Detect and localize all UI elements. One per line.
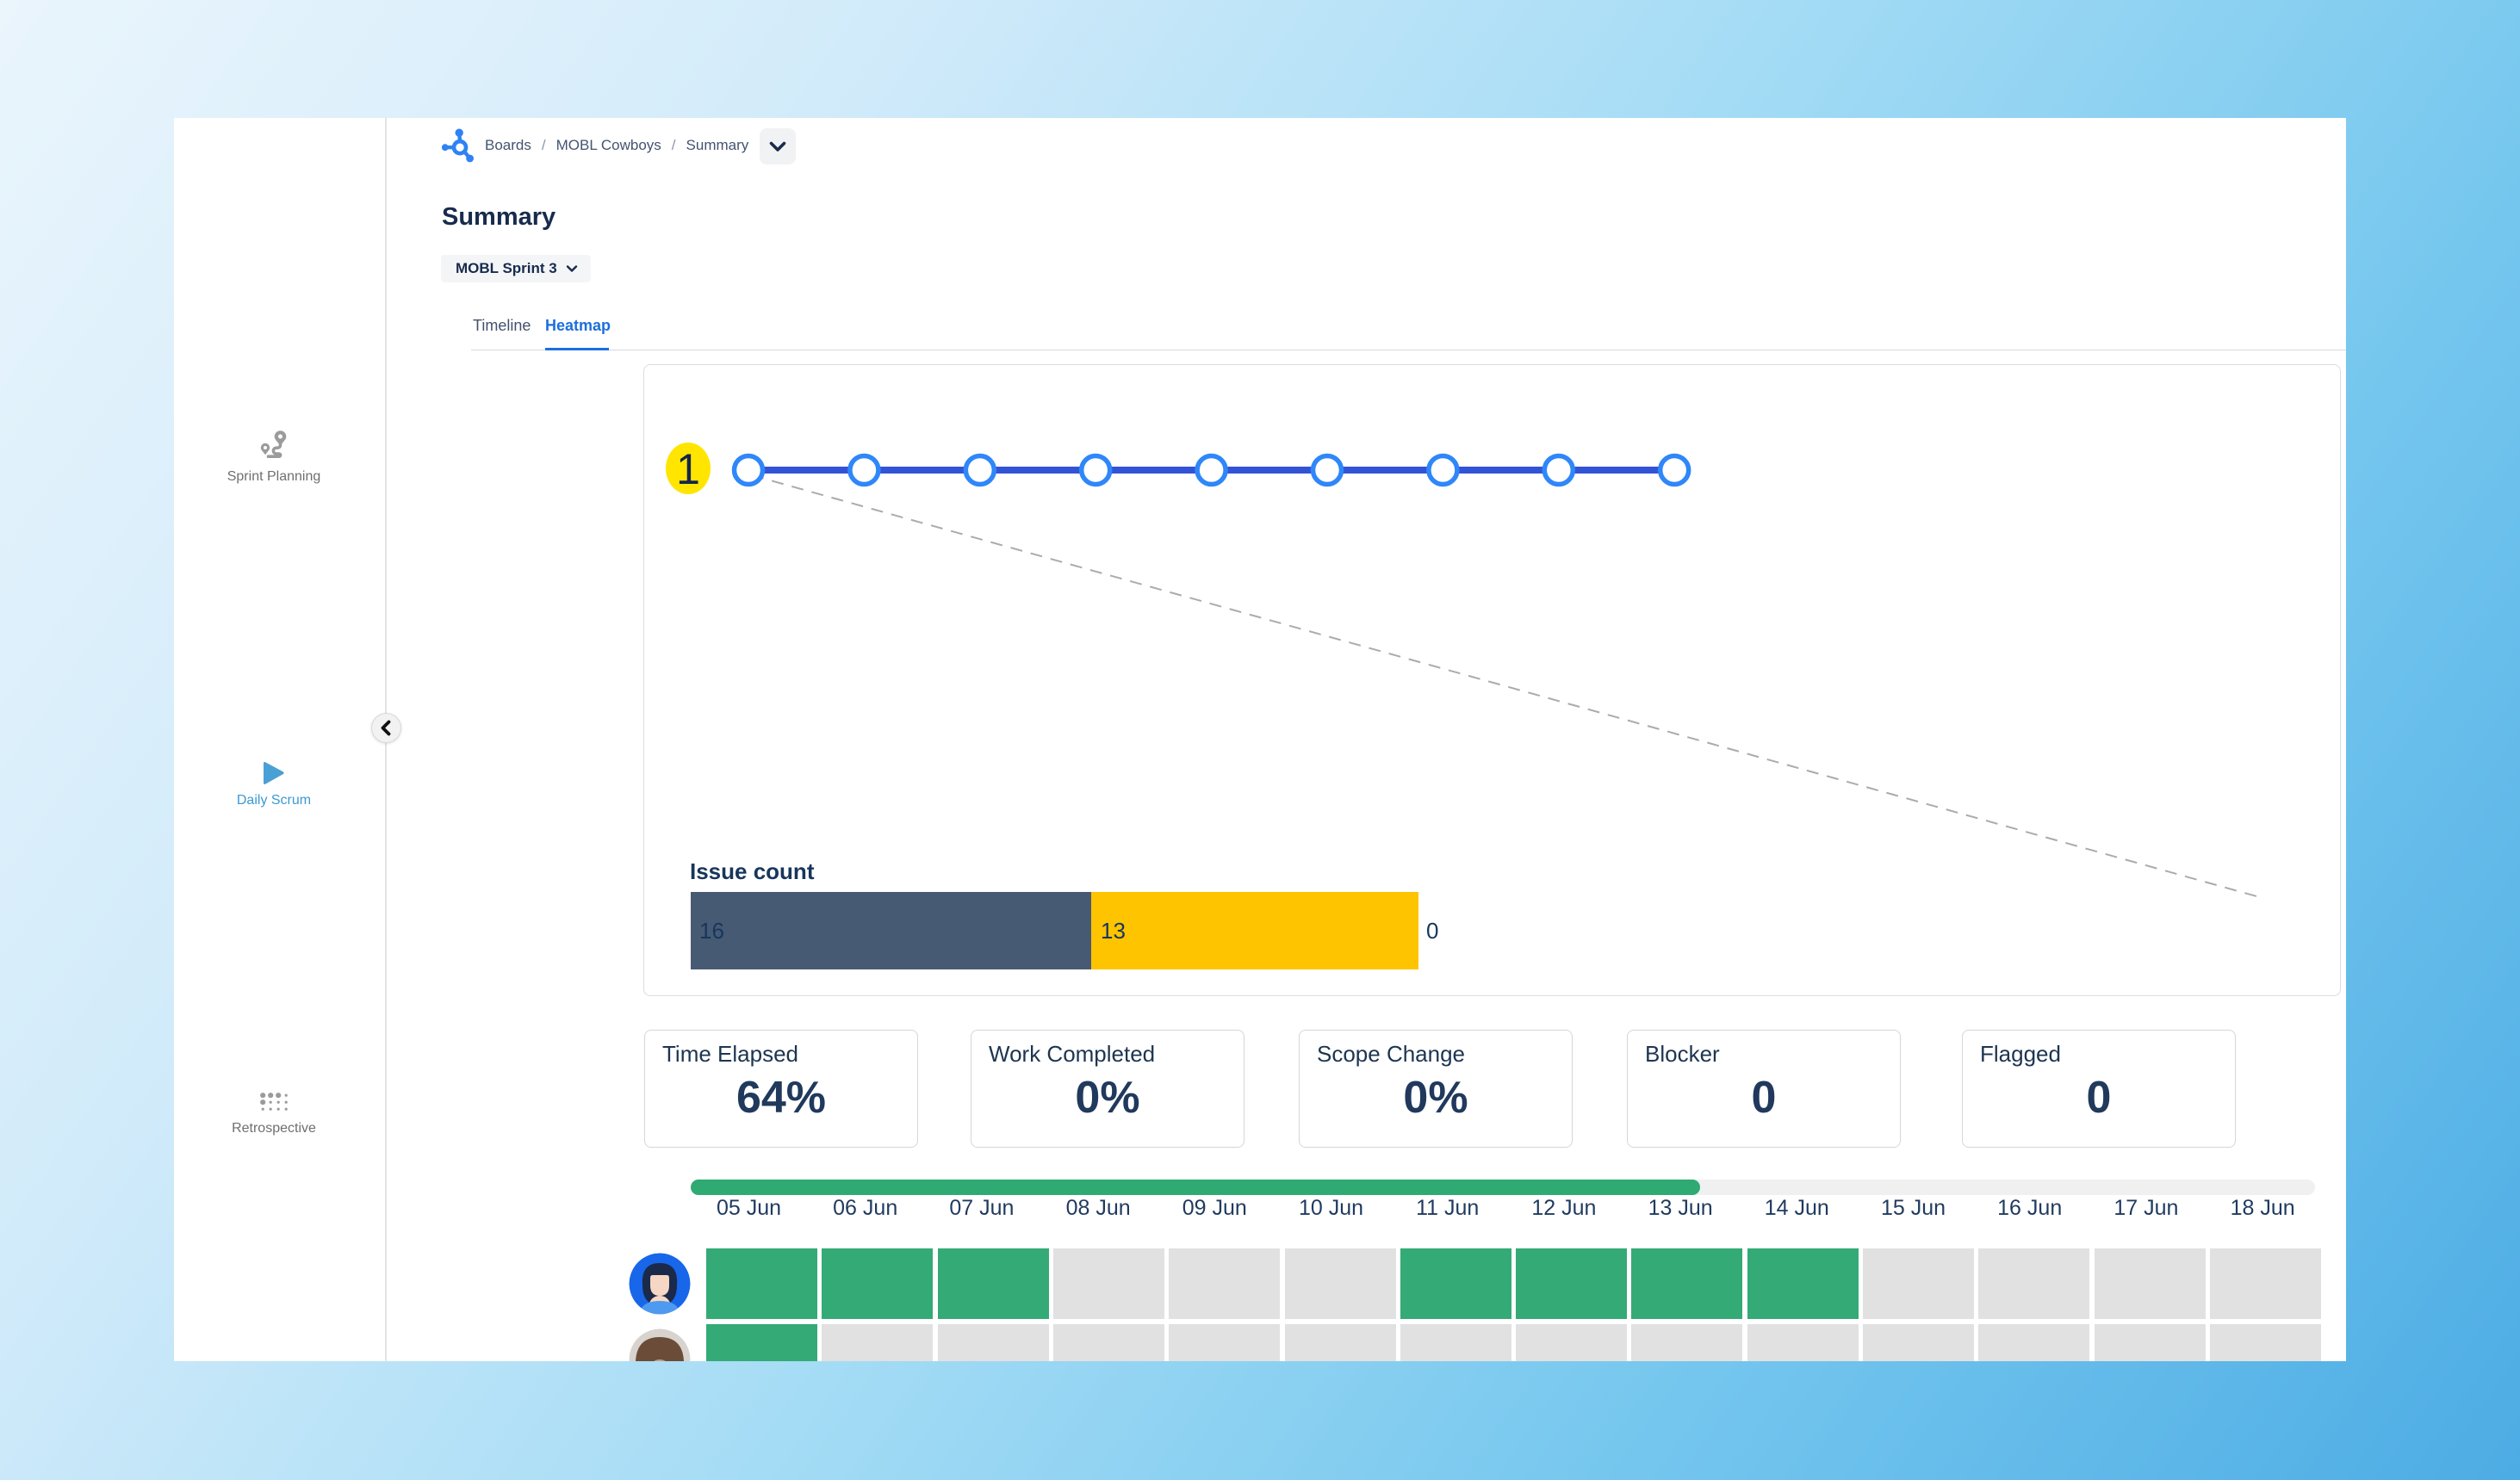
svg-text:1: 1 <box>676 445 700 493</box>
